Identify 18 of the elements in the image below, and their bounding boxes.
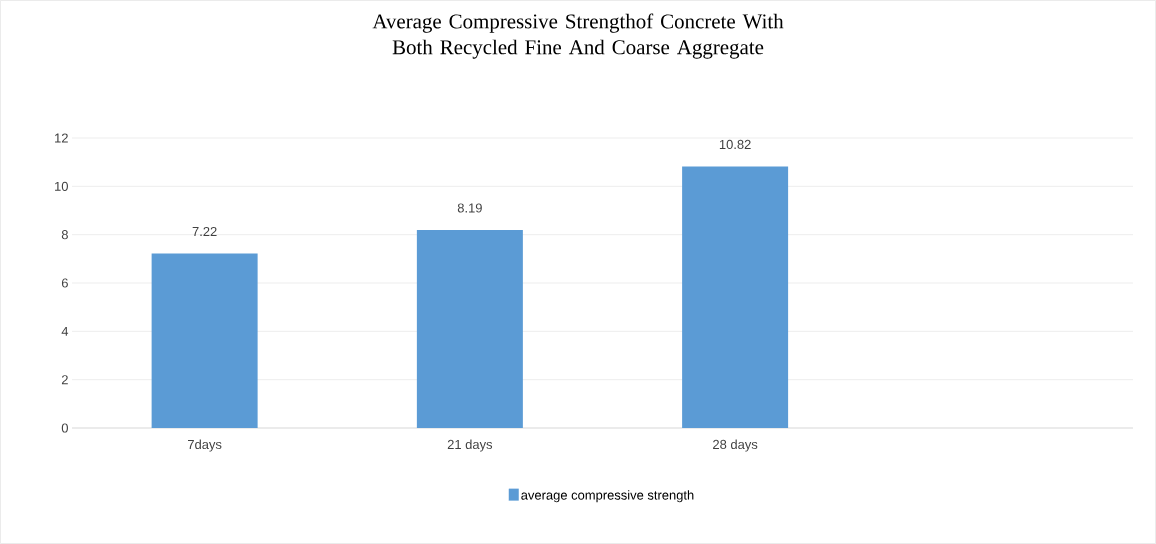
bar	[151, 253, 258, 429]
y-tick-label: 10	[55, 181, 68, 191]
y-tick-label: 0	[61, 423, 68, 433]
x-tick-label: 7days	[188, 439, 222, 452]
data-label: 7.22	[192, 226, 217, 236]
data-label: 10.82	[719, 139, 751, 149]
y-tick-label: 4	[61, 326, 69, 336]
bar	[682, 166, 789, 429]
y-tick-label: 12	[55, 133, 68, 143]
legend-label: average compressive strength	[521, 490, 694, 503]
data-label: 8.19	[457, 203, 482, 213]
y-tick-label: 8	[61, 230, 68, 240]
x-tick-label: 21 days	[447, 439, 493, 452]
bar	[416, 230, 523, 429]
chart-title: Average Compressive Strengthof Concrete With Both Recycled Fine And Coarse Aggregate	[372, 13, 784, 59]
y-tick-label: 2	[61, 375, 68, 385]
y-tick-label: 6	[61, 278, 68, 288]
x-tick-label: 28 days	[713, 439, 758, 452]
